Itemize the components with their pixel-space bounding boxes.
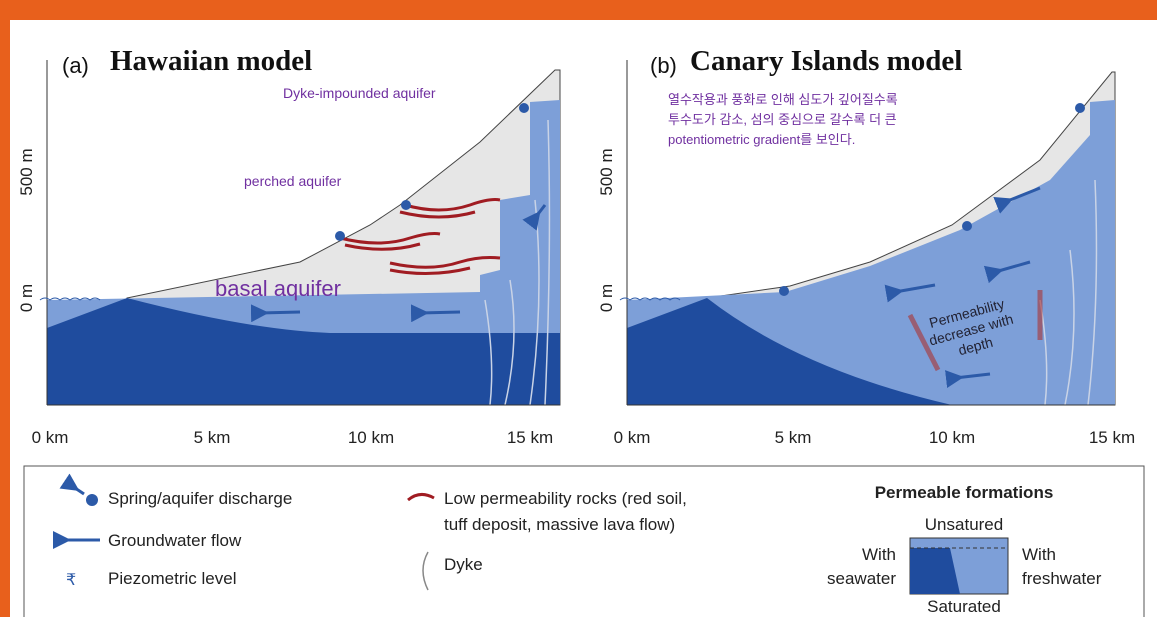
panel-title: Canary Islands model [690, 45, 962, 77]
spring [1075, 103, 1085, 113]
legend-label: With [862, 545, 896, 564]
x-label: 10 km [348, 428, 394, 447]
legend-label: Unsatured [925, 515, 1003, 534]
x-label: 5 km [775, 428, 812, 447]
annotation: Dyke-impounded aquifer [283, 85, 436, 101]
y-label: 0 m [597, 284, 616, 312]
side-bar [0, 0, 10, 617]
legend-label: Dyke [444, 555, 483, 574]
legend: ₹ Spring/aquifer discharge Groundwater f… [24, 466, 1144, 617]
annotation: perched aquifer [244, 173, 342, 189]
legend-icon: ₹ [66, 572, 76, 589]
legend-label: freshwater [1022, 569, 1102, 588]
legend-label: seawater [827, 569, 896, 588]
flow-arrow [260, 312, 300, 313]
spring [335, 231, 345, 241]
annotation: 투수도가 감소, 섬의 중심으로 갈수록 더 큰 [668, 112, 897, 127]
legend-icon [86, 494, 98, 506]
legend-label: tuff deposit, massive lava flow) [444, 515, 675, 534]
x-label: 0 km [614, 428, 651, 447]
x-label: 15 km [1089, 428, 1135, 447]
sea [40, 298, 100, 300]
legend-label: With [1022, 545, 1056, 564]
spring [962, 221, 972, 231]
y-label: 500 m [597, 148, 616, 195]
spring [401, 200, 411, 210]
annotation: 열수작용과 풍화로 인해 심도가 깊어질수록 [668, 92, 898, 107]
page: (a) Hawaiian model 500 m 0 m 0 km 5 km 1… [0, 0, 1157, 617]
legend-title: Permeable formations [875, 483, 1054, 502]
x-label: 10 km [929, 428, 975, 447]
legend-label: Low permeability rocks (red soil, [444, 489, 687, 508]
y-label: 500 m [17, 148, 36, 195]
spring [779, 286, 789, 296]
annotation: potentiometric gradient를 보인다. [668, 132, 855, 147]
panel-tag: (a) [62, 53, 89, 78]
x-label: 5 km [194, 428, 231, 447]
annotation: basal aquifer [215, 276, 341, 301]
legend-label: Spring/aquifer discharge [108, 489, 292, 508]
x-label: 15 km [507, 428, 553, 447]
x-label: 0 km [32, 428, 69, 447]
panel-title: Hawaiian model [110, 45, 312, 77]
top-bar [0, 0, 1157, 20]
panel-b: (b) Canary Islands model 500 m 0 m 0 km … [597, 45, 1135, 447]
y-label: 0 m [17, 284, 36, 312]
legend-label: Groundwater flow [108, 531, 242, 550]
spring [519, 103, 529, 113]
flow-arrow [420, 312, 460, 313]
panel-tag: (b) [650, 53, 677, 78]
legend-label: Piezometric level [108, 569, 237, 588]
panel-a: (a) Hawaiian model 500 m 0 m 0 km 5 km 1… [17, 45, 560, 447]
legend-label: Saturated [927, 597, 1001, 616]
